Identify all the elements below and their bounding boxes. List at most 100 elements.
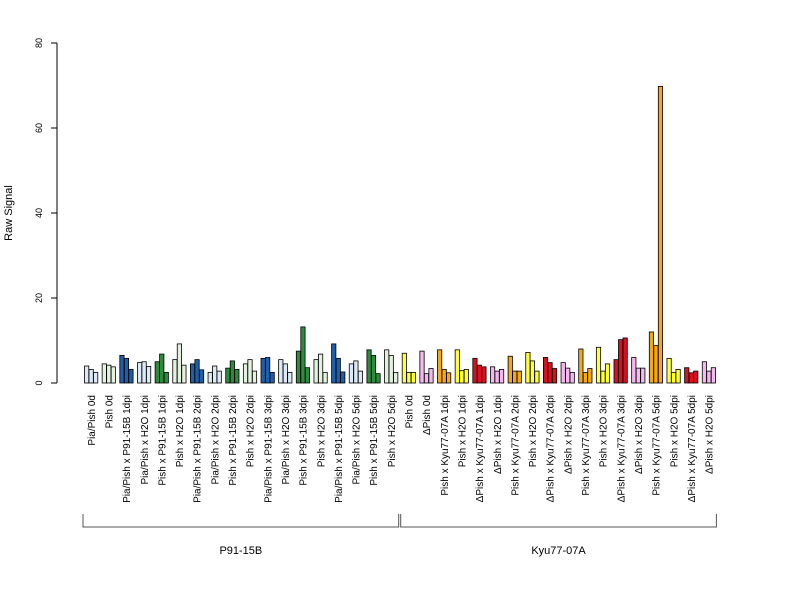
x-tick-label: Pish x H2O 3dpi — [599, 395, 610, 467]
bar — [331, 343, 337, 384]
bar — [437, 349, 443, 384]
bar — [446, 372, 452, 384]
bar — [552, 368, 558, 384]
bar — [595, 346, 602, 384]
x-tick-label: Pish x P91-15B 3dpi — [299, 395, 310, 486]
bar-group — [119, 354, 134, 384]
bar — [675, 368, 681, 384]
bar — [172, 359, 178, 384]
bar — [137, 362, 143, 384]
bar-group — [684, 367, 699, 384]
bar — [84, 365, 90, 384]
bar — [318, 353, 324, 384]
bar — [123, 357, 130, 384]
bar — [159, 353, 165, 384]
bar-group — [101, 363, 116, 384]
bar — [265, 357, 271, 384]
x-tick-label: ΔPish x Kyu77-07A 1dpi — [475, 395, 486, 502]
bar — [441, 368, 447, 384]
bar — [587, 368, 593, 384]
x-tick-label: Pia/Pish x P91-15B 5dpi — [334, 395, 345, 503]
bar — [640, 367, 646, 384]
group-bracket — [400, 514, 717, 528]
bar — [666, 357, 672, 384]
bar — [269, 371, 275, 384]
bar — [476, 364, 482, 384]
bar — [516, 370, 522, 384]
x-tick-label: Pish 0d — [405, 395, 416, 428]
bar — [543, 357, 549, 384]
x-tick-label: Pia/Pish x H2O 5dpi — [352, 395, 363, 485]
bar — [393, 371, 399, 384]
bars — [84, 85, 716, 384]
bar — [600, 370, 606, 384]
bar — [701, 361, 707, 384]
bar — [547, 362, 553, 384]
bar — [229, 360, 235, 384]
bar — [423, 373, 430, 384]
bar-group — [189, 359, 205, 384]
bar — [472, 357, 478, 384]
bar-group — [331, 343, 346, 384]
bar — [406, 371, 412, 384]
bar — [295, 350, 301, 384]
bar — [353, 360, 359, 384]
bar-group — [454, 349, 469, 384]
bar-group — [419, 350, 434, 384]
bar — [635, 367, 641, 384]
bar — [260, 357, 266, 384]
bar — [428, 368, 434, 384]
bar — [106, 364, 112, 384]
y-tick-label: 40 — [34, 208, 44, 218]
x-tick-label: Pia/Pish x P91-15B 1dpi — [122, 395, 133, 503]
bar-group — [613, 337, 628, 384]
bar-group — [437, 349, 452, 384]
y-tick-label: 60 — [34, 123, 44, 133]
bar — [613, 359, 619, 384]
x-tick-label: Pish x H2O 1dpi — [457, 395, 468, 467]
x-tick-label: Pish x Kyu77-07A 2dpi — [510, 395, 521, 496]
bar — [648, 331, 654, 384]
bar — [481, 366, 487, 384]
bar — [313, 359, 319, 384]
bar-group — [631, 357, 646, 384]
bar — [671, 371, 677, 384]
bar-group — [242, 359, 258, 384]
x-tick-label: Pish x H2O 5dpi — [669, 395, 680, 467]
x-tick-label: Pish x P91-15B 5dpi — [369, 395, 380, 486]
bar — [706, 370, 712, 384]
group-label: P91-15B — [219, 545, 262, 557]
bar-group — [84, 365, 99, 384]
bar — [194, 359, 200, 384]
bar — [494, 370, 500, 384]
bar — [216, 370, 222, 384]
bar-group — [507, 355, 522, 384]
x-tick-label: ΔPish x Kyu77-07A 2dpi — [546, 395, 557, 502]
bar — [582, 371, 588, 384]
group-brackets: P91-15B Kyu77-07A — [82, 514, 717, 557]
bar — [198, 369, 205, 384]
bar-group — [207, 365, 222, 384]
bar-group — [578, 348, 593, 384]
bar — [357, 370, 363, 384]
bar-group — [348, 360, 363, 384]
bar — [499, 368, 505, 384]
bar — [684, 367, 690, 384]
bar-group — [648, 85, 663, 384]
bar-group — [172, 343, 187, 384]
bar-group — [278, 359, 293, 384]
x-tick-label: Pish x Kyu77-07A 1dpi — [440, 395, 451, 496]
bar — [560, 362, 566, 384]
bar — [653, 345, 659, 384]
bar — [388, 354, 394, 384]
bar — [212, 365, 218, 384]
x-tick-label: ΔPish x Kyu77-07A 3dpi — [616, 395, 627, 502]
bar-group — [472, 357, 487, 384]
y-axis-title: Raw Signal — [3, 185, 15, 241]
x-tick-label: Pia/Pish 0d — [87, 395, 98, 446]
bar — [234, 368, 240, 384]
x-tick-label: Pish x H2O 3dpi — [316, 395, 327, 467]
bar — [604, 363, 611, 384]
bar — [101, 363, 107, 384]
